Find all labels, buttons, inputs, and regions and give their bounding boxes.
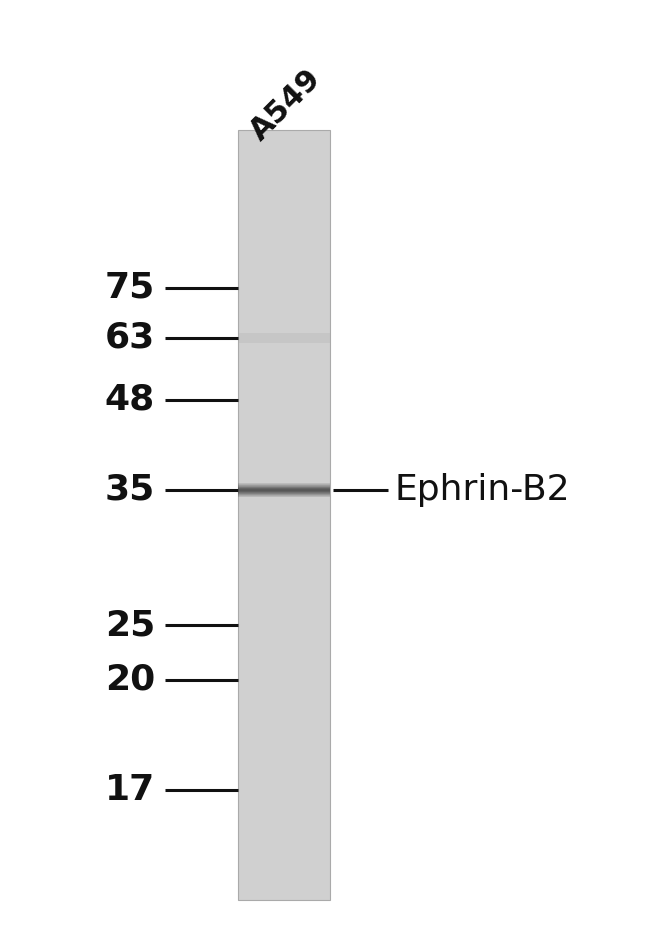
Text: 75: 75 (105, 271, 155, 305)
Text: 35: 35 (105, 473, 155, 507)
Bar (238, 130, 330, 900)
Bar (238, 333, 330, 343)
Text: A549: A549 (244, 64, 327, 146)
Text: 17: 17 (105, 773, 155, 807)
Text: 63: 63 (105, 321, 155, 355)
Text: 25: 25 (105, 608, 155, 642)
Text: Ephrin-B2: Ephrin-B2 (395, 473, 571, 507)
Text: 48: 48 (105, 383, 155, 417)
Text: 20: 20 (105, 663, 155, 697)
